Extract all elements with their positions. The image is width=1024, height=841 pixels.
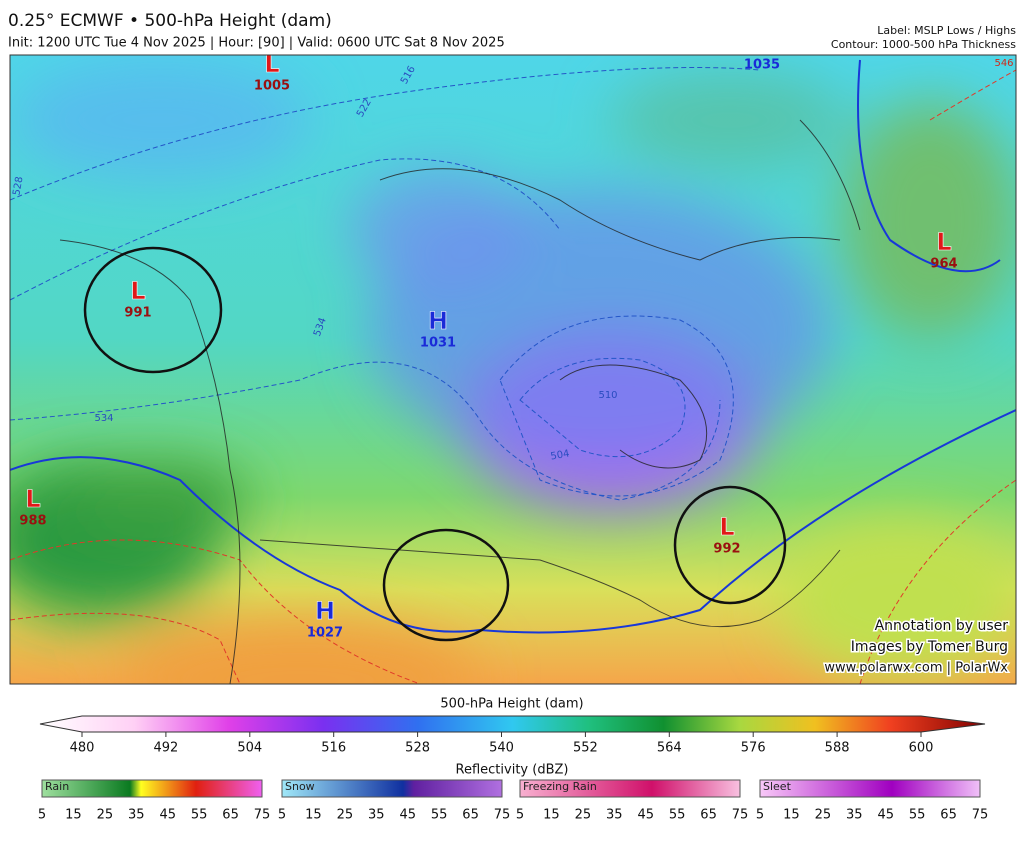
credit: www.polarwx.com | PolarWx (824, 661, 1008, 676)
reflectivity-tick-label: 65 (700, 808, 717, 823)
reflectivity-tick-label: 55 (909, 808, 926, 823)
pressure-letter: L (936, 228, 951, 256)
reflectivity-tick-label: 55 (431, 808, 448, 823)
reflectivity-bar (281, 779, 503, 798)
credit: Images by Tomer Burg (851, 639, 1008, 655)
height-tick-label: 564 (657, 741, 682, 756)
reflectivity-tick-label: 35 (606, 808, 623, 823)
reflectivity-tick-label: 45 (399, 808, 416, 823)
reflectivity-tick-label: 25 (815, 808, 832, 823)
reflectivity-bar (41, 779, 263, 798)
pressure-value: 1035 (744, 58, 780, 73)
pressure-letter: H (428, 307, 448, 335)
height-tick-label: 492 (153, 741, 178, 756)
contour-note: Contour: 1000-500 hPa Thickness (831, 38, 1016, 51)
subtitle: Init: 1200 UTC Tue 4 Nov 2025 | Hour: [9… (8, 36, 505, 51)
reflectivity-tick-label: 5 (516, 808, 524, 823)
pressure-value: 991 (124, 306, 151, 321)
reflectivity-tick-label: 75 (972, 808, 989, 823)
reflectivity-tick-label: 15 (543, 808, 560, 823)
reflectivity-tick-label: 65 (462, 808, 479, 823)
contour-label: 546 (994, 58, 1013, 69)
pressure-value: 992 (713, 542, 740, 557)
height-colorbar (39, 715, 986, 733)
reflectivity-tick-label: 25 (575, 808, 592, 823)
reflectivity-tick-label: 45 (159, 808, 176, 823)
height-tick-label: 528 (405, 741, 430, 756)
reflectivity-tick-label: 5 (278, 808, 286, 823)
reflectivity-tick-label: 5 (756, 808, 764, 823)
reflectivity-tick-label: 35 (846, 808, 863, 823)
reflectivity-tick-label: 75 (732, 808, 749, 823)
reflectivity-tick-label: 15 (65, 808, 82, 823)
reflectivity-tick-label: 75 (494, 808, 511, 823)
contour-label: 528 (11, 176, 25, 197)
label-note: Label: MSLP Lows / Highs (877, 24, 1016, 37)
reflectivity-tick-label: 5 (38, 808, 46, 823)
reflectivity-tick-label: 55 (191, 808, 208, 823)
height-colorbar-title: 500-hPa Height (dam) (440, 697, 583, 712)
reflectivity-group-label: Freezing Rain (523, 780, 597, 793)
reflectivity-group-label: Sleet (763, 780, 792, 793)
reflectivity-tick-label: 15 (783, 808, 800, 823)
reflectivity-tick-label: 45 (637, 808, 654, 823)
pressure-letter: L (264, 50, 279, 78)
reflectivity-tick-label: 35 (368, 808, 385, 823)
pressure-value: 1031 (420, 336, 456, 351)
height-tick-label: 588 (825, 741, 850, 756)
height-tick-label: 480 (70, 741, 95, 756)
height-tick-label: 504 (237, 741, 262, 756)
contour-label: 534 (94, 413, 113, 424)
reflectivity-tick-label: 75 (254, 808, 271, 823)
pressure-value: 1005 (254, 79, 290, 94)
reflectivity-group-label: Rain (45, 780, 69, 793)
pressure-letter: L (719, 513, 734, 541)
pressure-value: 964 (930, 257, 957, 272)
reflectivity-group-label: Snow (285, 780, 315, 793)
reflectivity-tick-label: 65 (940, 808, 957, 823)
credit: Annotation by user (875, 618, 1009, 634)
height-tick-label: 516 (321, 741, 346, 756)
reflectivity-bar (519, 779, 741, 798)
pressure-letter: H (315, 597, 335, 625)
reflectivity-colorbar-title: Reflectivity (dBZ) (456, 763, 569, 778)
contour-label: 510 (598, 390, 617, 401)
pressure-value: 988 (19, 514, 46, 529)
reflectivity-tick-label: 55 (669, 808, 686, 823)
height-tick-label: 552 (573, 741, 598, 756)
reflectivity-tick-label: 25 (337, 808, 354, 823)
pressure-letter: L (25, 485, 40, 513)
title: 0.25° ECMWF • 500-hPa Height (dam) (8, 11, 332, 31)
pressure-value: 1027 (307, 626, 343, 641)
pressure-letter: L (130, 277, 145, 305)
reflectivity-tick-label: 65 (222, 808, 239, 823)
reflectivity-tick-label: 35 (128, 808, 145, 823)
height-tick-label: 576 (741, 741, 766, 756)
contour-label: 504 (550, 448, 571, 462)
reflectivity-tick-label: 15 (305, 808, 322, 823)
reflectivity-tick-label: 45 (877, 808, 894, 823)
reflectivity-bar (759, 779, 981, 798)
reflectivity-tick-label: 25 (97, 808, 114, 823)
height-tick-label: 540 (489, 741, 514, 756)
height-tick-label: 600 (909, 741, 934, 756)
